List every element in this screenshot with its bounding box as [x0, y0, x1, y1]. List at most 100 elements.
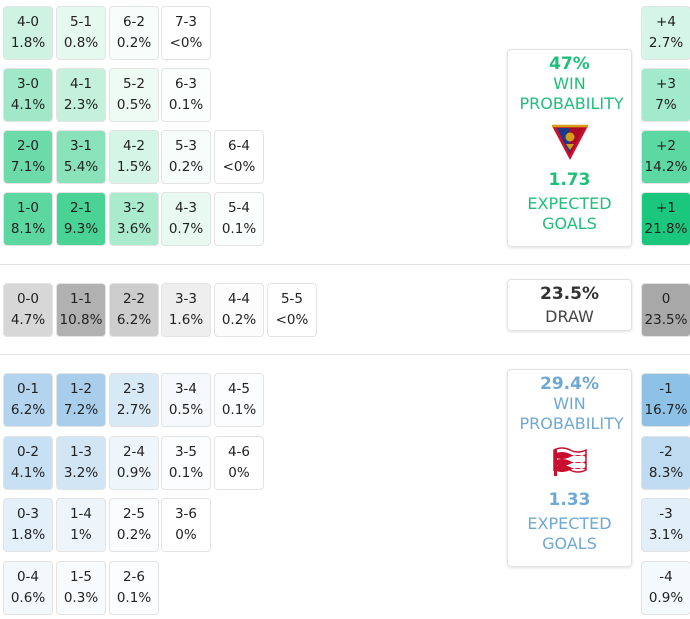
score-cell-1-1-label: 1-1: [69, 291, 93, 308]
score-cell-3-6-label: 3-6: [174, 506, 198, 523]
score-cell-5-4: 5-4 0.1%: [214, 192, 264, 246]
score-cell-1-0: 1-0 8.1%: [3, 192, 53, 246]
goal-diff-cell--2: -2 8.3%: [641, 436, 690, 490]
score-cell-0-1: 0-1 6.2%: [3, 373, 53, 427]
score-cell-3-0: 3-0 4.1%: [3, 68, 53, 122]
goal-diff-cell-+4-label: +4: [656, 14, 676, 31]
score-cell-0-2: 0-2 4.1%: [3, 436, 53, 490]
score-cell-3-1-probability: 5.4%: [63, 159, 99, 175]
score-cell-5-1: 5-1 0.8%: [56, 6, 106, 60]
score-cell-3-6: 3-6 0%: [161, 498, 211, 552]
score-cell-3-2: 3-2 3.6%: [109, 192, 159, 246]
score-cell-4-0-label: 4-0: [16, 14, 40, 31]
score-cell-1-4: 1-4 1%: [56, 498, 106, 552]
score-cell-4-2: 4-2 1.5%: [109, 130, 159, 184]
away-expected-goals: 1.33: [548, 490, 591, 510]
goal-diff-cell--2-probability: 8.3%: [648, 465, 684, 481]
score-cell-0-0: 0-0 4.7%: [3, 283, 53, 337]
home-summary-card: 47% WIN PROBABILITY 1.73 EXPECTED GOALS: [507, 49, 632, 247]
away-win-label: WIN PROBABILITY: [519, 394, 624, 433]
score-cell-4-1-probability: 2.3%: [63, 97, 99, 113]
goal-diff-cell-+3-probability: 7%: [655, 97, 677, 113]
score-cell-1-2-label: 1-2: [69, 381, 93, 398]
score-cell-4-6-label: 4-6: [227, 444, 251, 461]
score-cell-2-4-probability: 0.9%: [116, 465, 152, 481]
score-cell-5-1-probability: 0.8%: [63, 35, 99, 51]
score-cell-5-5: 5-5 <0%: [267, 283, 317, 337]
goal-diff-cell-+4-probability: 2.7%: [648, 35, 684, 51]
goal-diff-cell-+4: +4 2.7%: [641, 6, 690, 60]
score-cell-0-4: 0-4 0.6%: [3, 561, 53, 615]
score-cell-1-2: 1-2 7.2%: [56, 373, 106, 427]
score-cell-3-3-label: 3-3: [174, 291, 198, 308]
draw-summary-card: 23.5% DRAW: [507, 279, 632, 331]
score-cell-5-4-probability: 0.1%: [221, 221, 257, 237]
home-win-probability: 47%: [549, 54, 590, 74]
score-cell-3-3: 3-3 1.6%: [161, 283, 211, 337]
score-cell-1-5: 1-5 0.3%: [56, 561, 106, 615]
score-cell-1-4-probability: 1%: [70, 527, 92, 543]
score-cell-0-0-probability: 4.7%: [10, 312, 46, 328]
score-cell-5-2-probability: 0.5%: [116, 97, 152, 113]
score-cell-3-1-label: 3-1: [69, 138, 93, 155]
score-cell-4-6: 4-6 0%: [214, 436, 264, 490]
score-cell-2-3-label: 2-3: [122, 381, 146, 398]
score-cell-5-2: 5-2 0.5%: [109, 68, 159, 122]
score-cell-6-4: 6-4 <0%: [214, 130, 264, 184]
away-win-probability: 29.4%: [540, 374, 599, 394]
score-cell-1-5-probability: 0.3%: [63, 590, 99, 606]
score-cell-4-4-probability: 0.2%: [221, 312, 257, 328]
score-cell-3-6-probability: 0%: [175, 527, 197, 543]
score-cell-5-3-probability: 0.2%: [168, 159, 204, 175]
score-cell-4-5-label: 4-5: [227, 381, 251, 398]
score-cell-0-2-probability: 4.1%: [10, 465, 46, 481]
score-cell-3-4-label: 3-4: [174, 381, 198, 398]
score-cell-5-5-probability: <0%: [275, 312, 309, 328]
score-cell-4-2-label: 4-2: [122, 138, 146, 155]
score-cell-6-2: 6-2 0.2%: [109, 6, 159, 60]
score-cell-2-5: 2-5 0.2%: [109, 498, 159, 552]
goal-diff-cell-0-label: 0: [661, 291, 671, 308]
score-cell-6-4-label: 6-4: [227, 138, 251, 155]
score-cell-2-1-probability: 9.3%: [63, 221, 99, 237]
score-cell-4-6-probability: 0%: [228, 465, 250, 481]
goal-diff-cell-+1: +1 21.8%: [641, 192, 690, 246]
home-win-label: WIN PROBABILITY: [519, 74, 624, 113]
score-cell-1-1-probability: 10.8%: [59, 312, 103, 328]
pogon-szczecin-crest-icon: [551, 124, 588, 160]
score-cell-3-2-probability: 3.6%: [116, 221, 152, 237]
goal-diff-cell-+2-probability: 14.2%: [644, 159, 688, 175]
score-cell-4-1-label: 4-1: [69, 76, 93, 93]
away-summary-card: 29.4% WIN PROBABILITY 1.33 EXPECTED GOAL…: [507, 369, 632, 567]
score-cell-1-0-label: 1-0: [16, 200, 40, 217]
score-cell-4-2-probability: 1.5%: [116, 159, 152, 175]
score-cell-2-0-probability: 7.1%: [10, 159, 46, 175]
home-expected-goals: 1.73: [548, 170, 591, 190]
goal-diff-cell-+1-label: +1: [656, 200, 676, 217]
score-cell-2-0: 2-0 7.1%: [3, 130, 53, 184]
score-cell-2-6-probability: 0.1%: [116, 590, 152, 606]
score-cell-6-4-probability: <0%: [222, 159, 256, 175]
score-cell-3-5: 3-5 0.1%: [161, 436, 211, 490]
score-cell-6-3: 6-3 0.1%: [161, 68, 211, 122]
goal-diff-cell-+1-probability: 21.8%: [644, 221, 688, 237]
goal-diff-cell--4: -4 0.9%: [641, 561, 690, 615]
goal-diff-cell--1-probability: 16.7%: [644, 402, 688, 418]
score-cell-1-5-label: 1-5: [69, 569, 93, 586]
score-cell-0-4-label: 0-4: [16, 569, 40, 586]
score-cell-1-2-probability: 7.2%: [63, 402, 99, 418]
score-cell-0-1-probability: 6.2%: [10, 402, 46, 418]
score-cell-2-4: 2-4 0.9%: [109, 436, 159, 490]
goal-diff-cell--4-probability: 0.9%: [648, 590, 684, 606]
score-cell-2-6-label: 2-6: [122, 569, 146, 586]
score-cell-2-2-label: 2-2: [122, 291, 146, 308]
score-cell-6-3-label: 6-3: [174, 76, 198, 93]
score-cell-1-4-label: 1-4: [69, 506, 93, 523]
goal-diff-cell--3-probability: 3.1%: [648, 527, 684, 543]
score-cell-0-3: 0-3 1.8%: [3, 498, 53, 552]
score-cell-4-4-label: 4-4: [227, 291, 251, 308]
score-cell-2-2: 2-2 6.2%: [109, 283, 159, 337]
score-cell-5-5-label: 5-5: [280, 291, 304, 308]
score-cell-0-4-probability: 0.6%: [10, 590, 46, 606]
score-cell-2-1-label: 2-1: [69, 200, 93, 217]
